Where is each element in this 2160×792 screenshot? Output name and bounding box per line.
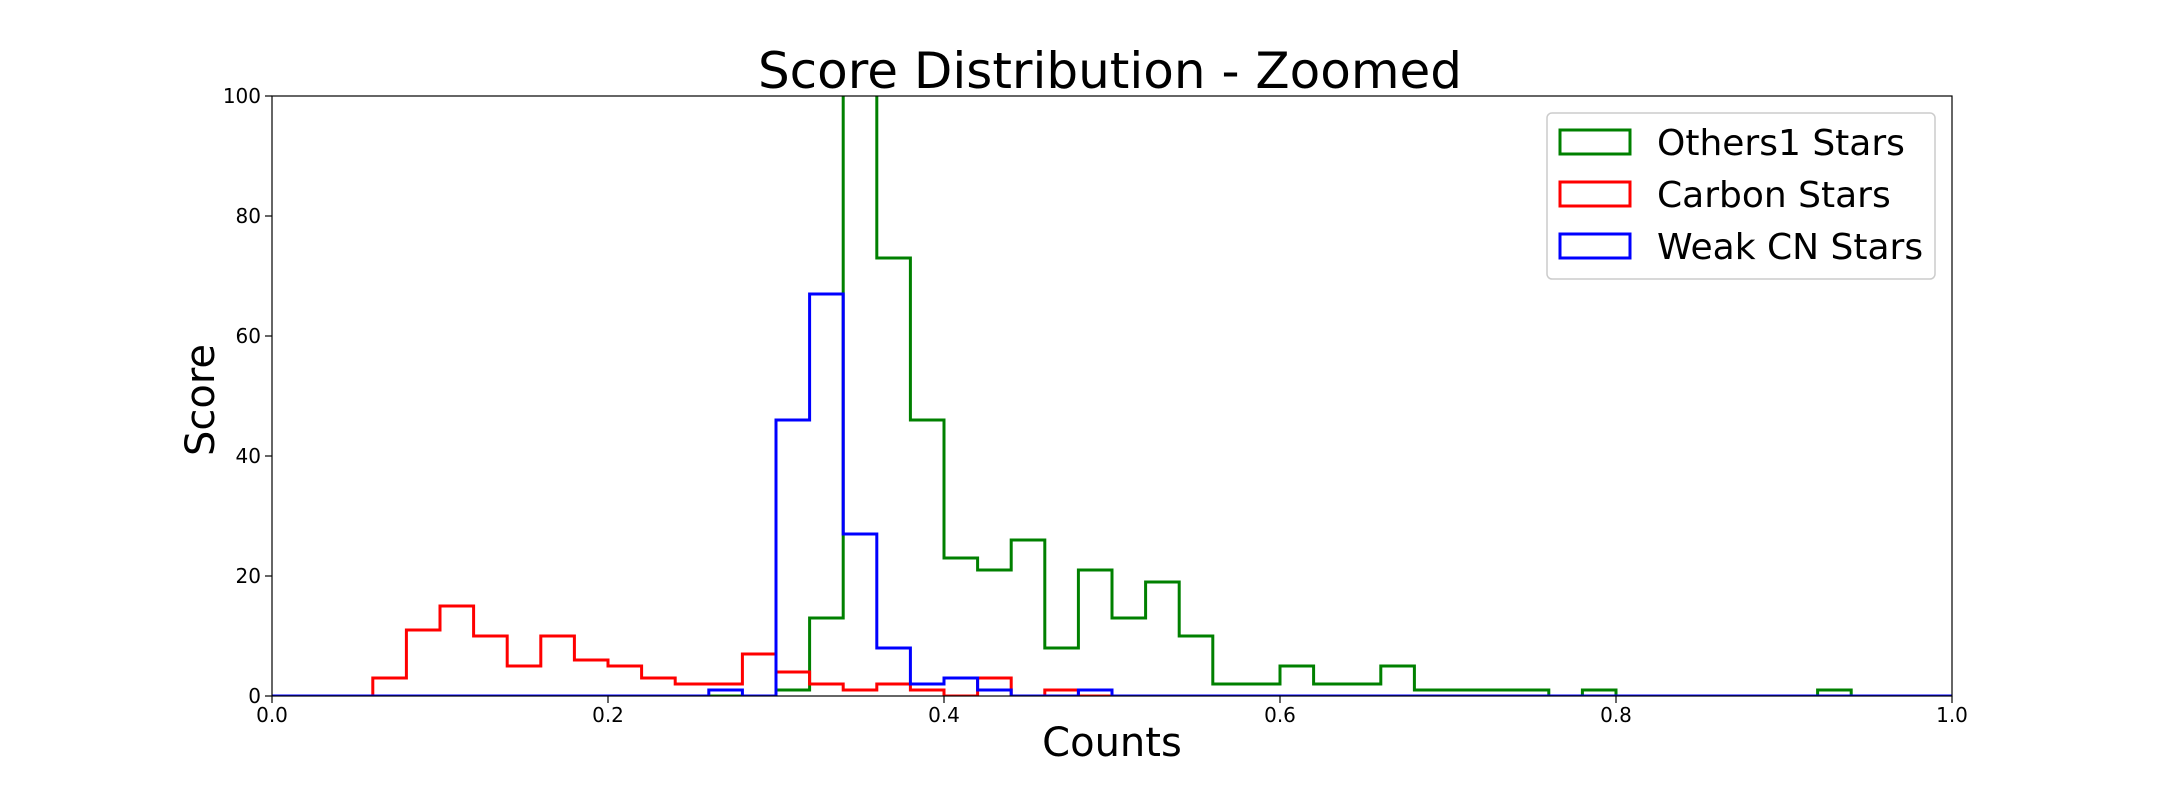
y-tick-label: 100: [223, 84, 261, 108]
legend-frame: [1546, 112, 1936, 280]
histogram-series-3: [272, 292, 1952, 696]
legend: Others1 Stars Carbon Stars Weak CN Stars: [1546, 112, 1936, 280]
legend-swatch: [1558, 128, 1632, 156]
x-tick-label: 0.0: [256, 703, 288, 727]
plot-frame: [271, 95, 1953, 697]
legend-label: Others1 Stars: [1657, 123, 1905, 164]
x-tick-label: 0.2: [592, 703, 624, 727]
x-axis: 0.0 0.2 0.4 0.6 0.8 1.0: [256, 696, 1968, 727]
x-tick-label: 0.4: [928, 703, 960, 727]
x-tick-label: 0.8: [1600, 703, 1632, 727]
series-layer: [272, 96, 1952, 696]
legend-label: Carbon Stars: [1657, 175, 1891, 216]
legend-label: Weak CN Stars: [1657, 227, 1923, 268]
x-tick-label: 1.0: [1936, 703, 1968, 727]
y-axis-label: Score: [178, 344, 224, 456]
chart-title: Score Distribution - Zoomed: [758, 42, 1462, 100]
histogram-series-2: [272, 604, 1952, 696]
y-tick-label: 0: [248, 684, 261, 708]
y-tick-label: 20: [236, 564, 261, 588]
y-axis: 0 20 40 60 80 100: [223, 84, 272, 708]
y-tick-label: 80: [236, 204, 261, 228]
legend-swatch: [1558, 232, 1632, 260]
x-tick-label: 0.6: [1264, 703, 1296, 727]
x-axis-label: Counts: [1042, 720, 1182, 766]
legend-swatch: [1558, 180, 1632, 208]
y-tick-label: 60: [236, 324, 261, 348]
y-tick-label: 40: [236, 444, 261, 468]
